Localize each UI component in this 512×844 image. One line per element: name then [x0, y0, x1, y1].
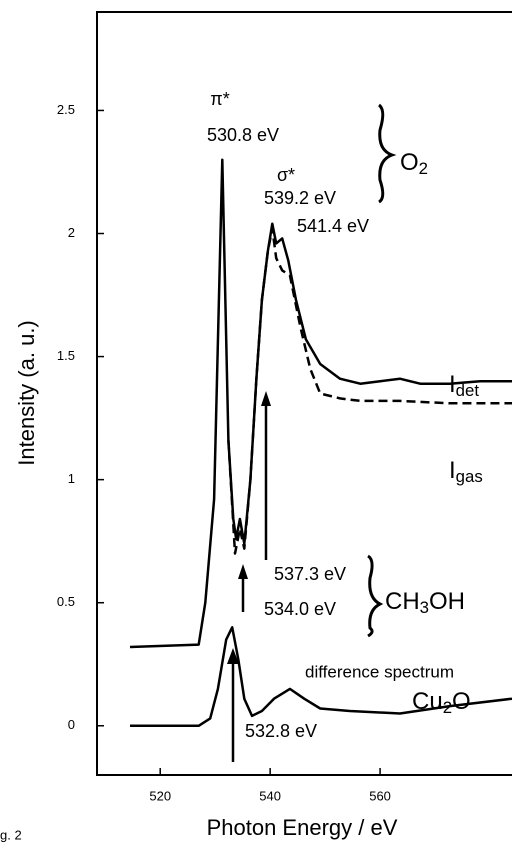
annotation: 530.8 eV	[207, 125, 279, 145]
y-tick-label: 0	[68, 717, 75, 732]
annotation: σ*	[277, 165, 295, 185]
annotation: g. 2	[0, 827, 22, 842]
series-line	[129, 158, 512, 649]
brace	[367, 554, 384, 638]
annotation-part: O	[452, 688, 471, 715]
annotation: O2	[400, 149, 428, 177]
arrowhead	[261, 391, 271, 406]
annotation: Cu2O	[412, 688, 471, 716]
annotation: 537.3 eV	[274, 564, 346, 584]
annotation: CH3OH	[385, 588, 465, 616]
annotation-part: I	[449, 371, 456, 398]
y-tick-label: 2	[68, 225, 75, 240]
annotation-part: CH	[385, 588, 420, 615]
arrowhead	[238, 564, 248, 579]
annotation: 539.2 eV	[264, 188, 336, 208]
brace	[377, 103, 397, 204]
plot-frame	[96, 11, 512, 776]
y-axis-label: Intensity (a. u.)	[14, 320, 39, 466]
subscript: det	[456, 381, 480, 400]
annotation: Idet	[449, 371, 479, 399]
annotation-part: OH	[429, 588, 465, 615]
x-tick-label: 520	[149, 788, 171, 803]
annotation: 532.8 eV	[245, 721, 317, 741]
y-tick-label: 1.5	[57, 348, 75, 363]
annotation: difference spectrum	[305, 662, 454, 681]
annotation: 541.4 eV	[297, 216, 369, 236]
arrows	[227, 391, 271, 762]
annotation: Igas	[449, 457, 483, 485]
annotation-part: O	[400, 149, 419, 176]
y-tick-label: 2.5	[57, 102, 75, 117]
subscript: 2	[443, 698, 452, 717]
subscript: gas	[456, 467, 483, 486]
x-tick-label: 560	[369, 788, 391, 803]
arrowhead	[227, 648, 239, 664]
x-tick-label: 540	[259, 788, 281, 803]
annotation: π*	[210, 89, 229, 109]
annotation-part: I	[449, 457, 456, 484]
y-tick-label: 1	[68, 471, 75, 486]
annotation: 534.0 eV	[264, 599, 336, 619]
subscript: 2	[419, 159, 428, 178]
annotation-part: Cu	[412, 688, 443, 715]
x-axis-label: Photon Energy / eV	[207, 815, 398, 840]
y-tick-label: 0.5	[57, 594, 75, 609]
subscript: 3	[420, 598, 429, 617]
series-line	[130, 626, 512, 728]
series-line	[227, 227, 512, 555]
